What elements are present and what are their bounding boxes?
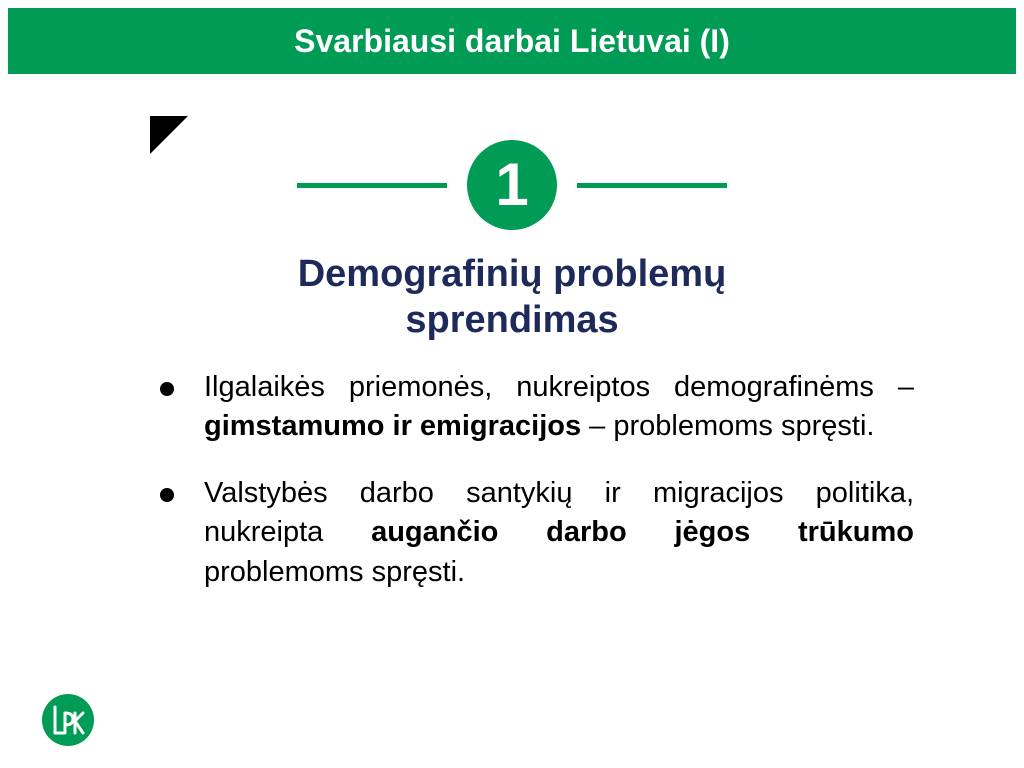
line-right (577, 183, 727, 188)
header-title: Svarbiausi darbai Lietuvai (I) (294, 23, 730, 60)
logo-badge (42, 694, 94, 746)
bullet-text-1: Ilgalaikės priemonės, nukreiptos demogra… (204, 368, 914, 446)
badge-row: 1 (0, 140, 1024, 230)
text-segment: problemoms spręsti. (204, 556, 465, 588)
subtitle: Demografinių problemų sprendimas (0, 252, 1024, 343)
text-bold: augančio darbo jėgos trūkumo (371, 516, 914, 548)
bullet-list: Ilgalaikės priemonės, nukreiptos demogra… (160, 368, 914, 620)
subtitle-line2: sprendimas (405, 299, 618, 341)
text-bold: gimstamumo ir emigracijos (204, 410, 581, 442)
bullet-icon (160, 382, 174, 396)
text-segment: – problemoms spręsti. (581, 410, 874, 442)
line-left (297, 183, 447, 188)
list-item: Valstybės darbo santykių ir migracijos p… (160, 474, 914, 591)
number-badge: 1 (467, 140, 557, 230)
header-bar-inner: Svarbiausi darbai Lietuvai (I) (8, 8, 1016, 74)
bullet-icon (160, 488, 174, 502)
subtitle-line1: Demografinių problemų (298, 253, 727, 295)
badge-number: 1 (495, 155, 528, 215)
logo-icon (51, 703, 85, 737)
list-item: Ilgalaikės priemonės, nukreiptos demogra… (160, 368, 914, 446)
bullet-text-2: Valstybės darbo santykių ir migracijos p… (204, 474, 914, 591)
text-segment: Ilgalaikės priemonės, nukreiptos demogra… (204, 371, 914, 403)
